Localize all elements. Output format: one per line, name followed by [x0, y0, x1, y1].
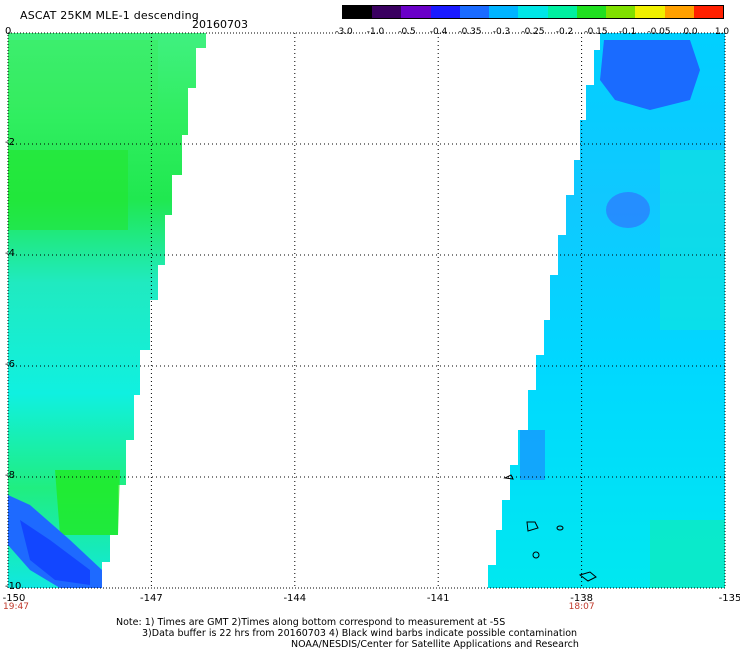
colorbar-tick-label: -0.35	[458, 27, 482, 37]
colorbar-tick-label: -0.4	[429, 27, 448, 37]
right-green-patch	[650, 520, 725, 588]
island-4	[578, 571, 597, 582]
x-time-label: 19:47	[3, 602, 29, 612]
left-green-patch	[8, 150, 128, 230]
colorbar-segment	[518, 6, 548, 18]
left-blue-core	[20, 520, 90, 585]
colorbar-segment	[606, 6, 636, 18]
colorbar-tick-label: -0.1	[618, 27, 637, 37]
island-3	[532, 551, 540, 559]
y-tick-label: -4	[5, 248, 15, 259]
y-tick-label: -2	[5, 137, 15, 148]
x-tick-label: -150	[2, 593, 26, 604]
colorbar-tick-label: -1.0	[366, 27, 385, 37]
colorbar-segment	[372, 6, 402, 18]
note-line-1: Note: 1) Times are GMT 2)Times along bot…	[116, 617, 506, 628]
colorbar-tick-label: -0.3	[492, 27, 511, 37]
y-tick-label: -8	[5, 470, 15, 481]
island-2	[556, 525, 564, 531]
right-blue-blob-top	[600, 40, 700, 110]
island	[526, 521, 539, 532]
map-title: ASCAT 25KM MLE-1 descending	[20, 9, 199, 22]
colorbar-segment	[693, 6, 724, 18]
colorbar-segment	[547, 6, 577, 18]
colorbar-tick-label: -0.15	[584, 27, 608, 37]
colorbar-tick-label: -0.2	[555, 27, 574, 37]
colorbar-tick-label: -0.25	[521, 27, 545, 37]
y-tick-label: -6	[5, 359, 15, 370]
note-line-3: NOAA/NESDIS/Center for Satellite Applica…	[291, 639, 579, 650]
colorbar-tick-label: -0.5	[398, 27, 416, 37]
colorbar-tick-label: 0.0	[683, 27, 698, 37]
x-tick-label: -147	[140, 593, 163, 604]
note-line-2: 3)Data buffer is 22 hrs from 20160703 4)…	[142, 628, 578, 639]
x-tick-label: -138	[570, 593, 593, 604]
colorbar-segment	[401, 6, 431, 18]
colorbar-segment	[664, 6, 694, 18]
colorbar-tick-label: -0.05	[647, 27, 671, 37]
colorbar-tick-label: 1.0	[714, 27, 730, 37]
colorbar-segment	[430, 6, 460, 18]
x-tick-label: -135	[718, 593, 740, 604]
right-cyan-patch	[660, 150, 725, 330]
gridlines	[8, 33, 725, 588]
left-green-patch-2	[8, 40, 158, 110]
colorbar-segment	[635, 6, 665, 18]
y-tick-label: -10	[5, 581, 22, 592]
colorbar-segment	[459, 6, 490, 18]
y-tick-label: 0	[5, 26, 12, 37]
map-date: 20160703	[192, 18, 248, 31]
colorbar-segment	[489, 6, 519, 18]
x-tick-label: -141	[426, 593, 450, 604]
colorbar-tick-label: -3.0	[335, 27, 353, 37]
right-blue-strip	[520, 430, 545, 480]
colorbar-segment	[576, 6, 607, 18]
colorbar-segment	[343, 6, 373, 18]
colorbar	[342, 5, 724, 19]
x-time-label: 18:07	[568, 602, 595, 612]
right-blue-blob-mid	[606, 192, 650, 228]
left-green-bottom	[55, 470, 120, 535]
x-tick-label: -144	[283, 593, 307, 604]
